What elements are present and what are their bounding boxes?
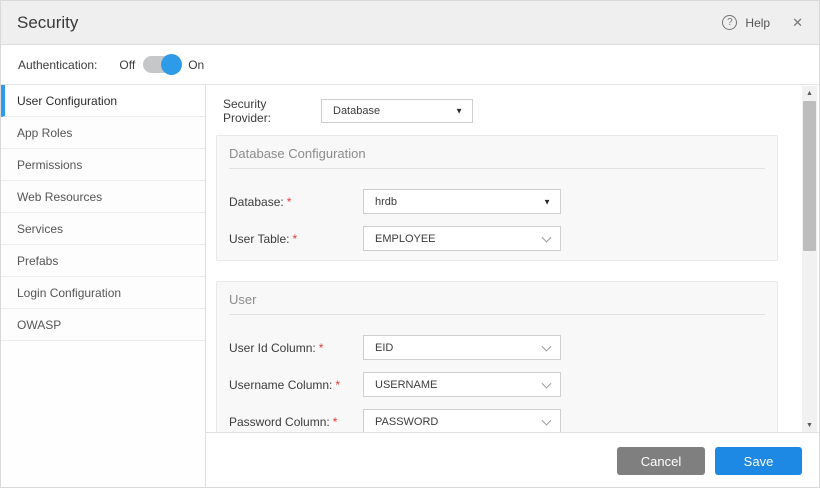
- save-button[interactable]: Save: [715, 447, 802, 475]
- security-provider-value: Database: [333, 105, 381, 117]
- chevron-down-icon: [541, 378, 552, 389]
- sidebar-item-label: OWASP: [17, 317, 62, 332]
- security-provider-label: Security Provider:: [223, 97, 272, 125]
- sidebar: User Configuration App Roles Permissions…: [1, 85, 206, 487]
- scrollbar-thumb[interactable]: [803, 101, 816, 251]
- header-actions: ? Help ✕: [722, 15, 803, 31]
- user-table-select[interactable]: EMPLOYEE: [363, 226, 561, 251]
- sidebar-item-label: Permissions: [17, 157, 83, 172]
- user-panel: User User Id Column: * EID Username Colum…: [216, 281, 778, 432]
- security-provider-select[interactable]: Database ▼: [321, 99, 473, 123]
- select-caret-icon: ▼: [455, 106, 463, 116]
- sidebar-item-prefabs[interactable]: Prefabs: [1, 245, 205, 277]
- select-caret-icon: ▼: [543, 197, 551, 206]
- chevron-down-icon: [541, 341, 552, 352]
- sidebar-item-label: Prefabs: [17, 253, 59, 268]
- sidebar-item-label: App Roles: [17, 125, 73, 140]
- section-title: Database Configuration: [229, 146, 366, 161]
- help-icon[interactable]: ?: [722, 15, 738, 30]
- username-column-select[interactable]: USERNAME: [363, 372, 561, 397]
- sidebar-item-services[interactable]: Services: [1, 213, 205, 245]
- chevron-down-icon: [541, 415, 552, 426]
- sidebar-item-owasp[interactable]: OWASP: [1, 309, 205, 341]
- footer-bar: Cancel Save: [206, 432, 819, 487]
- database-value: hrdb: [375, 195, 398, 208]
- vertical-scrollbar[interactable]: ▲ ▼: [802, 86, 817, 432]
- user-id-column-label: User Id Column: *: [229, 340, 324, 355]
- required-marker: *: [318, 340, 324, 355]
- sidebar-item-login-configuration[interactable]: Login Configuration: [1, 277, 205, 309]
- username-column-field-row: Username Column: * USERNAME: [229, 372, 765, 397]
- scroll-up-icon[interactable]: ▲: [806, 89, 813, 97]
- section-divider: [229, 314, 765, 315]
- required-marker: *: [292, 231, 298, 246]
- user-table-field-row: User Table: * EMPLOYEE: [229, 226, 765, 251]
- user-id-column-value: EID: [375, 341, 394, 354]
- user-table-label: User Table: *: [229, 231, 298, 246]
- dialog-header: Security ? Help ✕: [1, 1, 819, 45]
- section-divider: [229, 168, 765, 169]
- user-table-value: EMPLOYEE: [375, 232, 436, 245]
- close-icon[interactable]: ✕: [792, 14, 803, 30]
- toggle-knob[interactable]: [161, 54, 183, 75]
- database-label: Database: *: [229, 194, 292, 209]
- authentication-label: Authentication:: [18, 57, 98, 72]
- toggle-off-label: Off: [119, 57, 136, 72]
- sidebar-item-label: Web Resources: [17, 189, 103, 204]
- password-column-field-row: Password Column: * PASSWORD: [229, 409, 765, 432]
- required-marker: *: [286, 194, 292, 209]
- username-column-value: USERNAME: [375, 378, 438, 391]
- authentication-toggle[interactable]: [143, 54, 183, 75]
- scroll-down-icon[interactable]: ▼: [806, 421, 813, 429]
- sidebar-item-label: User Configuration: [17, 93, 118, 108]
- section-title: User: [229, 292, 257, 307]
- password-column-select[interactable]: PASSWORD: [363, 409, 561, 432]
- sidebar-item-web-resources[interactable]: Web Resources: [1, 181, 205, 213]
- toggle-on-label: On: [188, 57, 205, 72]
- username-column-label: Username Column: *: [229, 377, 341, 392]
- sidebar-item-permissions[interactable]: Permissions: [1, 149, 205, 181]
- scrollable-form: Security Provider: Database ▼ Database C…: [206, 85, 819, 432]
- content-pane: Security Provider: Database ▼ Database C…: [206, 85, 819, 487]
- password-column-label: Password Column: *: [229, 414, 338, 429]
- sidebar-item-label: Services: [17, 221, 64, 236]
- required-marker: *: [335, 377, 341, 392]
- user-id-column-select[interactable]: EID: [363, 335, 561, 360]
- chevron-down-icon: [541, 232, 552, 243]
- password-column-value: PASSWORD: [375, 415, 439, 428]
- authentication-bar: Authentication: Off On: [1, 45, 819, 85]
- required-marker: *: [332, 414, 338, 429]
- dialog-body: User Configuration App Roles Permissions…: [1, 85, 819, 487]
- user-id-column-field-row: User Id Column: * EID: [229, 335, 765, 360]
- database-configuration-panel: Database Configuration Database: * hrdb ▼…: [216, 135, 778, 261]
- sidebar-item-app-roles[interactable]: App Roles: [1, 117, 205, 149]
- page-title: Security: [17, 12, 79, 32]
- help-link[interactable]: Help: [745, 15, 771, 30]
- security-provider-row: Security Provider: Database ▼: [223, 97, 791, 125]
- database-select[interactable]: hrdb ▼: [363, 189, 561, 214]
- sidebar-item-user-configuration[interactable]: User Configuration: [1, 85, 205, 117]
- cancel-button[interactable]: Cancel: [617, 447, 705, 475]
- sidebar-item-label: Login Configuration: [17, 285, 122, 300]
- database-field-row: Database: * hrdb ▼: [229, 189, 765, 214]
